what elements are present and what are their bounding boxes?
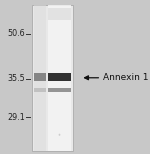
Bar <box>48 88 71 92</box>
Bar <box>34 88 46 92</box>
Bar <box>48 5 71 151</box>
Bar <box>34 73 46 81</box>
Bar <box>48 73 71 81</box>
Text: 50.6: 50.6 <box>7 29 25 38</box>
Text: 29.1: 29.1 <box>7 113 25 122</box>
Bar <box>34 5 46 151</box>
Bar <box>32 5 73 151</box>
Bar <box>48 8 71 20</box>
Text: 35.5: 35.5 <box>7 74 25 83</box>
Text: Annexin 1: Annexin 1 <box>103 73 148 82</box>
Circle shape <box>59 134 60 136</box>
